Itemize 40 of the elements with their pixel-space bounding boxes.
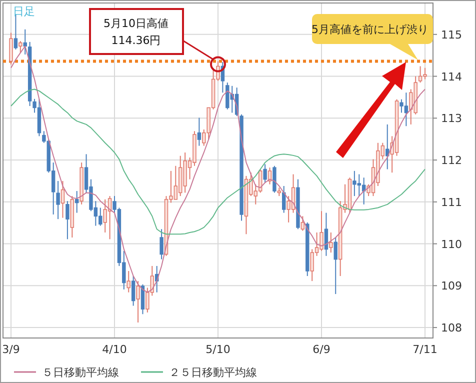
candlestick	[300, 216, 305, 232]
candlestick	[263, 164, 267, 184]
candlestick	[66, 200, 70, 240]
candlestick	[75, 190, 79, 214]
annotation: 5月高値を前に上げ渋り	[312, 23, 428, 36]
x-tick-label: 3/9	[2, 343, 20, 356]
candlestick	[197, 117, 202, 146]
candlestick	[23, 28, 27, 56]
annotation: 5月10日高値 114.36円	[104, 17, 168, 47]
y-tick-label: 114	[441, 70, 462, 84]
candlestick	[9, 32, 13, 66]
annotation: 5月高値を前に上げ渋り	[312, 14, 433, 60]
x-tick-label: 5/10	[206, 343, 230, 356]
annotation: 日足	[13, 5, 35, 18]
x-tick-label: 6/9	[312, 343, 330, 356]
candlestick	[334, 237, 338, 295]
candlestick	[131, 276, 136, 306]
y-tick-label: 111	[441, 196, 462, 209]
candlestick	[56, 180, 60, 220]
candlestick	[160, 228, 164, 260]
candlestick	[136, 280, 140, 324]
candlestick	[282, 185, 286, 214]
candlestick	[60, 180, 65, 218]
legend-label: ２５日移動平均線	[169, 366, 257, 379]
y-tick-label: 113	[441, 112, 462, 126]
y-tick-label: 108	[441, 322, 462, 335]
candlestick	[126, 270, 130, 293]
candlestick	[324, 212, 328, 256]
candlestick	[140, 284, 145, 315]
annotation: 5月10日高値 114.36円	[89, 8, 226, 72]
y-tick-label: 109	[441, 280, 462, 293]
x-tick-label: 7/11	[412, 343, 438, 356]
y-tick-label: 115	[441, 28, 462, 42]
y-tick-label: 112	[441, 154, 462, 168]
y-tick-label: 110	[441, 238, 462, 251]
candlestick	[18, 40, 22, 54]
candlestick	[272, 165, 276, 194]
legend-label: ５日移動平均線	[42, 366, 119, 379]
x-tick-label: 4/10	[102, 343, 127, 356]
candlestick	[329, 232, 333, 254]
